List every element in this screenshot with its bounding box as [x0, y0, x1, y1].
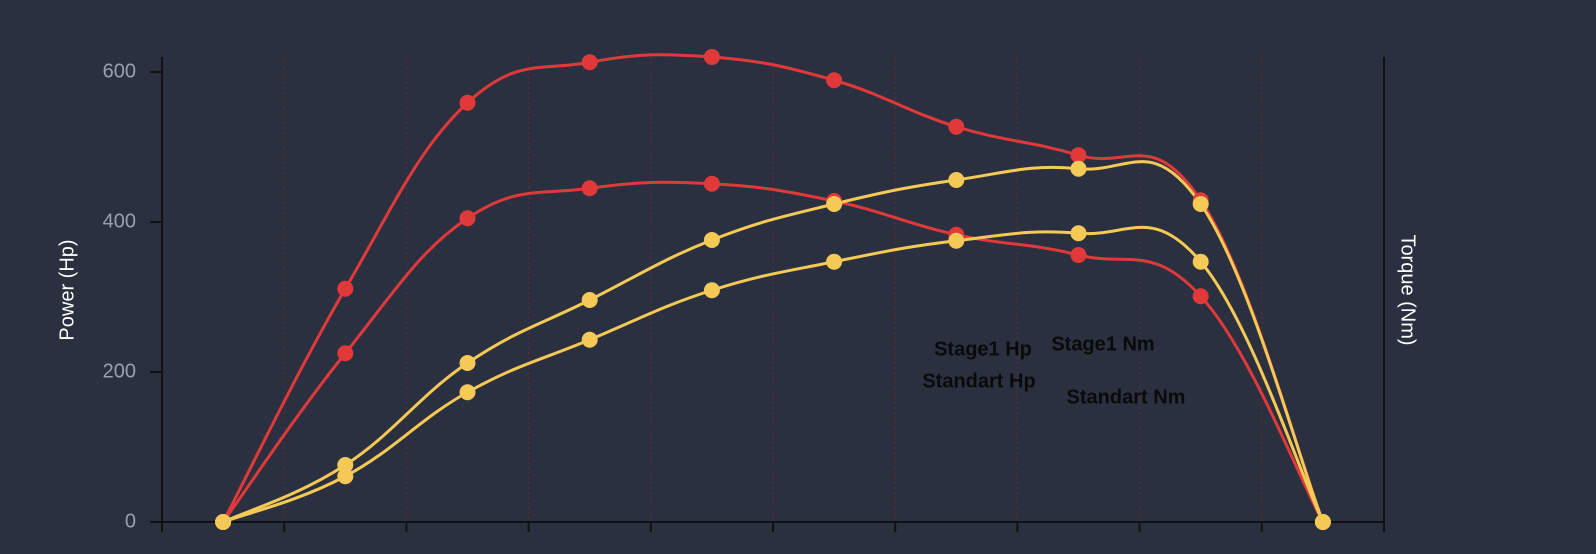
data-point: [703, 282, 720, 299]
data-point: [459, 384, 476, 401]
data-point: [1192, 196, 1209, 212]
data-point: [703, 175, 720, 192]
data-point: [1070, 247, 1087, 263]
data-point: [703, 49, 720, 65]
data-point: [948, 172, 965, 188]
data-point: [1192, 288, 1209, 305]
data-point: [581, 180, 598, 197]
data-point: [1070, 160, 1087, 177]
data-point: [1070, 147, 1087, 164]
data-point: [826, 196, 843, 212]
data-point: [1314, 514, 1331, 530]
y-axis-label: Power (Hp): [56, 239, 78, 340]
data-point: [337, 280, 354, 297]
data-point: [459, 355, 476, 371]
data-point: [1070, 225, 1087, 242]
data-point: [215, 514, 232, 530]
data-point: [826, 72, 843, 89]
series-line: [221, 180, 1325, 523]
series-line: [221, 53, 1325, 523]
data-point: [459, 94, 476, 111]
y-tick-label: 400: [103, 210, 136, 232]
data-point: [459, 210, 476, 227]
data-point: [581, 331, 598, 348]
data-point: [948, 232, 965, 249]
data-point: [948, 118, 965, 135]
y-tick-label: 200: [103, 360, 136, 382]
legend-label: Standart Hp: [922, 370, 1035, 392]
data-point: [703, 232, 720, 248]
y-tick-label: 600: [103, 60, 136, 82]
legend-label: Standart Nm: [1067, 386, 1186, 408]
series-line: [222, 225, 1325, 524]
legend-label: Stage1 Hp: [934, 338, 1032, 360]
data-point: [826, 253, 843, 270]
data-point: [581, 292, 598, 308]
y-tick-label: 0: [125, 510, 136, 532]
data-point: [581, 54, 598, 71]
data-point: [337, 468, 354, 485]
legend-label: Stage1 Nm: [1051, 333, 1154, 355]
data-point: [337, 345, 354, 362]
series-line: [222, 160, 1325, 524]
y2-axis-label: Torque (Nm): [1397, 234, 1419, 345]
data-point: [1192, 253, 1209, 270]
data-point: [337, 457, 354, 473]
